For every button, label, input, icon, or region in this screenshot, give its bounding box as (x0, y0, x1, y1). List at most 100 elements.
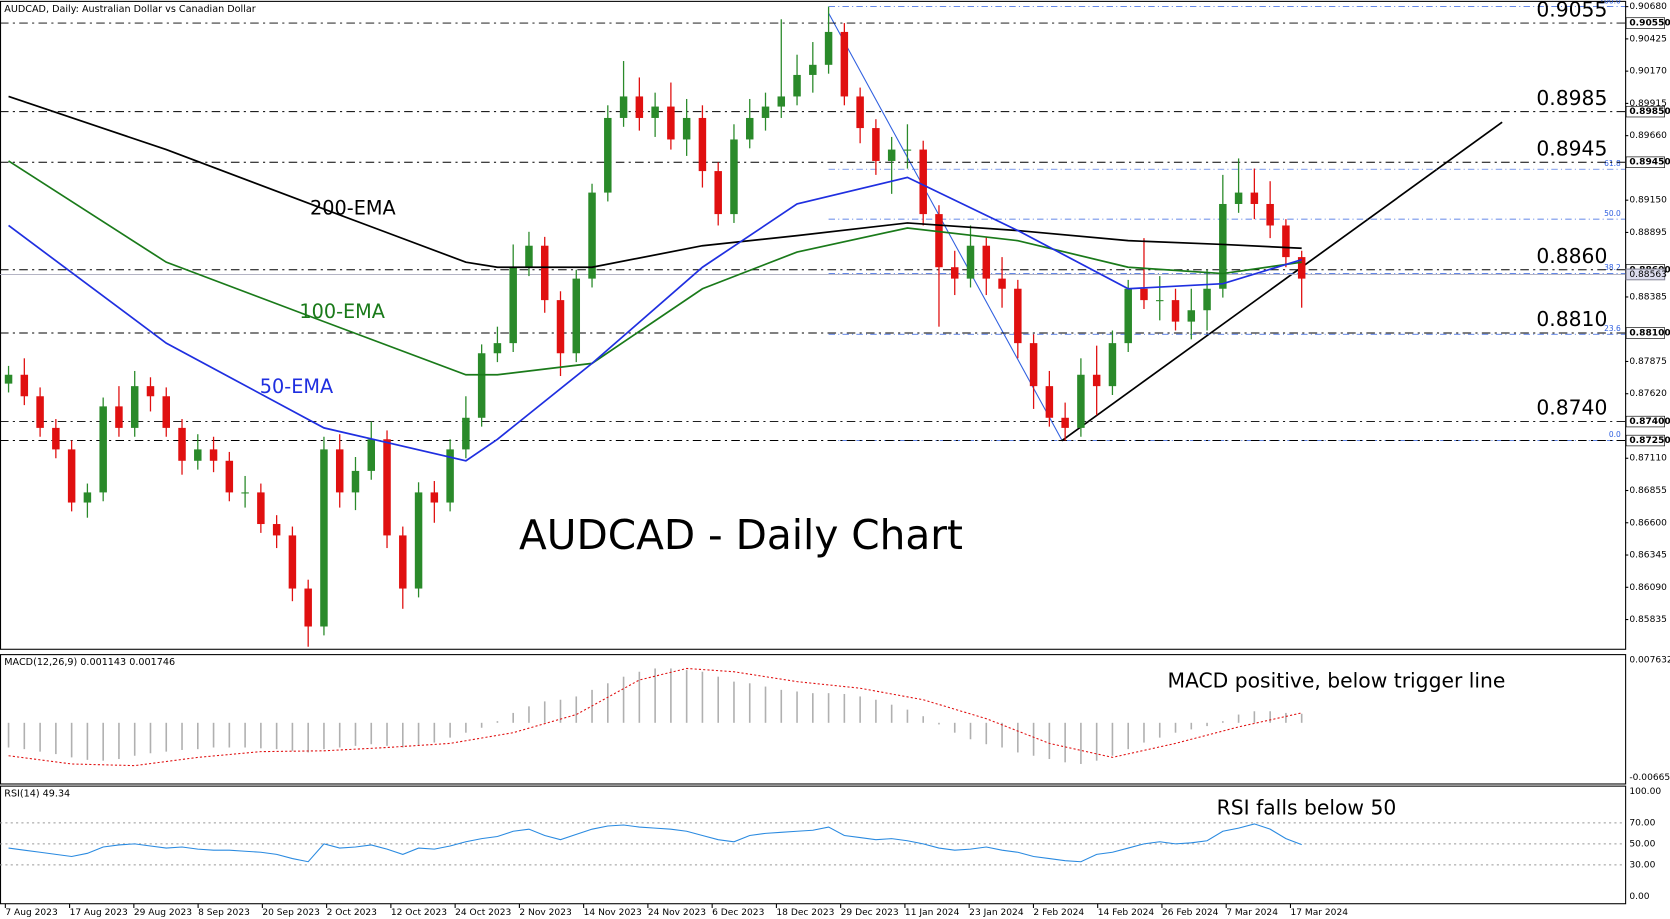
level-axis-label: 0.90550 (1629, 19, 1670, 29)
candle-body (462, 417, 470, 450)
candle-body (399, 535, 407, 589)
candle-body (272, 524, 281, 536)
candle-body (1092, 374, 1101, 387)
candle-body (1171, 300, 1180, 322)
y-tick-label: 0.90680 (1629, 2, 1667, 12)
y-tick-label: 0.87875 (1629, 357, 1667, 367)
candle-body (998, 278, 1006, 289)
last-price-box (1625, 268, 1666, 281)
level-axis-label: 0.87250 (1629, 436, 1670, 446)
candle-body (1156, 300, 1164, 302)
candle-body (1297, 257, 1306, 279)
rsi-tick-label: 0.00 (1629, 892, 1649, 902)
candle-body (619, 96, 628, 118)
macd-panel (0, 654, 1627, 785)
y-tick-label: 0.89660 (1629, 131, 1667, 141)
candle-body (856, 96, 864, 129)
x-tick-label: 24 Nov 2023 (648, 908, 706, 918)
candle-body (1045, 386, 1054, 418)
candle-body (698, 117, 707, 172)
candle-body (745, 117, 754, 140)
x-tick-label: 17 Mar 2024 (1290, 908, 1348, 918)
candle-body (1219, 203, 1227, 289)
candle-body (1250, 192, 1259, 204)
x-tick-label: 2 Oct 2023 (327, 908, 378, 918)
level-axis-box (1625, 434, 1665, 447)
candle-body (525, 245, 533, 268)
candle-body (477, 353, 486, 418)
candle-body (1140, 288, 1148, 301)
candle-body (1014, 288, 1022, 344)
candle-body (288, 535, 297, 589)
y-tick-label: 0.88895 (1629, 228, 1667, 238)
candle-body (99, 406, 107, 493)
price-panel (0, 0, 1627, 650)
level-axis-box (1625, 105, 1665, 118)
level-label: 0.8985 (1536, 86, 1607, 110)
ema-label: 50-EMA (260, 375, 333, 398)
candle-body (83, 492, 92, 503)
y-tick-label: 0.89915 (1629, 99, 1667, 109)
x-tick-label: 24 Oct 2023 (455, 908, 511, 918)
level-axis-box (1625, 327, 1665, 339)
candle-body (714, 171, 722, 215)
header: AUDCAD, Daily: Australian Dollar vs Cana… (4, 4, 256, 15)
macd-label: MACD(12,26,9) 0.001143 0.001746 (4, 657, 175, 668)
level-axis-label: 0.88100 (1629, 329, 1670, 339)
rsi-annotation: RSI falls below 50 (1217, 796, 1397, 820)
y-tick-label: 0.87620 (1629, 389, 1667, 399)
candle-body (1108, 343, 1117, 387)
y-tick-label: 0.85835 (1629, 615, 1667, 625)
ema-line (8, 95, 1302, 269)
rsi-line (8, 823, 1302, 863)
candle-body (241, 492, 249, 494)
candle-body (304, 588, 312, 627)
ema-line (8, 160, 1302, 376)
candle-body (730, 139, 738, 215)
candle-body (257, 492, 265, 525)
candle-body (635, 96, 644, 118)
fib-diagonal (828, 12, 1063, 440)
candle-body (793, 74, 801, 97)
x-tick-label: 18 Dec 2023 (776, 908, 834, 918)
rsi-tick-label: 50.00 (1629, 839, 1655, 849)
y-tick-label: 0.90425 (1629, 34, 1667, 44)
level-axis-box (1625, 156, 1665, 168)
y-tick-label: 0.86600 (1629, 518, 1667, 528)
level-axis-box (1625, 415, 1665, 428)
candle-body (1187, 310, 1196, 322)
candle-body (67, 449, 76, 503)
x-tick-label: 7 Aug 2023 (5, 908, 58, 918)
x-tick-label: 7 Mar 2024 (1226, 908, 1278, 918)
x-tick-label: 20 Sep 2023 (262, 908, 320, 918)
x-tick-label: 12 Oct 2023 (391, 908, 447, 918)
fib-label: 23.6 (1604, 324, 1621, 333)
candle-body (935, 214, 943, 268)
candle-body (1266, 203, 1274, 226)
macd-tick-label: -0.006652 (1629, 773, 1670, 783)
candle-body (903, 149, 912, 151)
candle-body (509, 267, 517, 344)
x-tick-label: 17 Aug 2023 (70, 908, 128, 918)
candle-body (351, 470, 360, 493)
candle-body (1203, 288, 1211, 311)
candle-body (493, 343, 502, 354)
rsi-panel (0, 785, 1627, 905)
candle-body (4, 374, 13, 384)
y-tick-label: 0.86345 (1629, 551, 1667, 561)
candle-body (887, 149, 896, 161)
candle-body (320, 449, 328, 627)
candle-body (667, 106, 675, 140)
candle-body (383, 439, 391, 536)
candle-body (146, 386, 155, 397)
candle-body (1077, 374, 1085, 428)
ema-label: 100-EMA (299, 300, 385, 323)
rsi-tick-label: 30.00 (1629, 860, 1655, 870)
rsi-label: RSI(14) 49.34 (4, 789, 70, 800)
last-price-label: 0.88563 (1629, 270, 1667, 280)
y-tick-label: 0.86855 (1629, 486, 1667, 496)
x-tick-label: 11 Jan 2024 (905, 908, 960, 918)
candle-body (446, 449, 454, 503)
fib-label: 0.0 (1609, 430, 1621, 439)
